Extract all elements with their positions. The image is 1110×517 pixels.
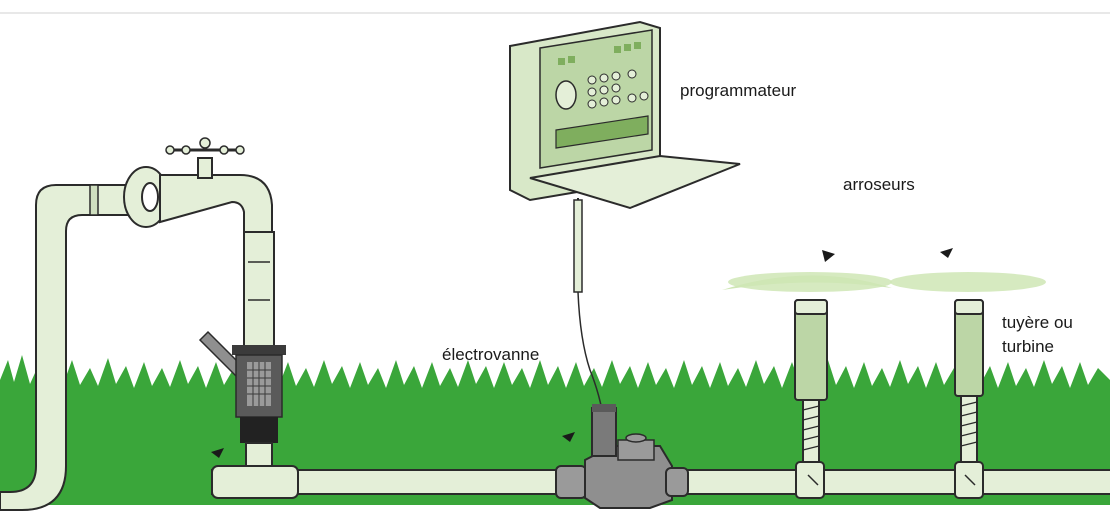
filter-icon <box>198 231 286 472</box>
sprinkler-head-icon <box>722 272 892 499</box>
flow-arrow-icon <box>211 248 953 458</box>
head-label-line2: turbine <box>1002 337 1054 356</box>
valve-label: électrovanne <box>442 345 540 364</box>
sprinkler-head-icon <box>890 272 1046 499</box>
supply-pipe <box>0 184 131 511</box>
controller-label: programmateur <box>680 81 797 100</box>
sprinklers-label: arroseurs <box>843 175 915 194</box>
head-label-line1: tuyère ou <box>1002 313 1073 332</box>
faucet-icon <box>123 137 273 233</box>
controller-icon <box>509 20 741 411</box>
solenoid-valve-icon <box>555 404 689 509</box>
